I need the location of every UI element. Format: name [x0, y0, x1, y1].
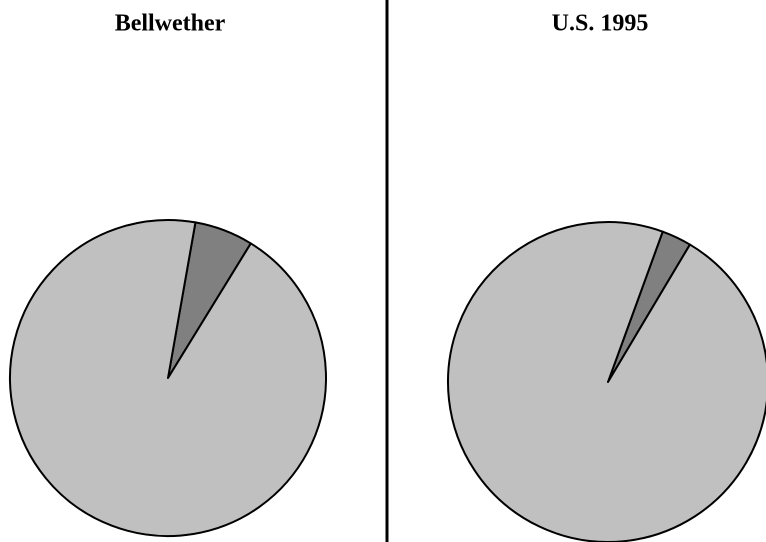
chart-title: U.S. 1995 [552, 11, 649, 37]
chart-title: Bellwether [115, 11, 226, 37]
pie-slice [447, 221, 766, 542]
pie-slice [9, 219, 327, 537]
